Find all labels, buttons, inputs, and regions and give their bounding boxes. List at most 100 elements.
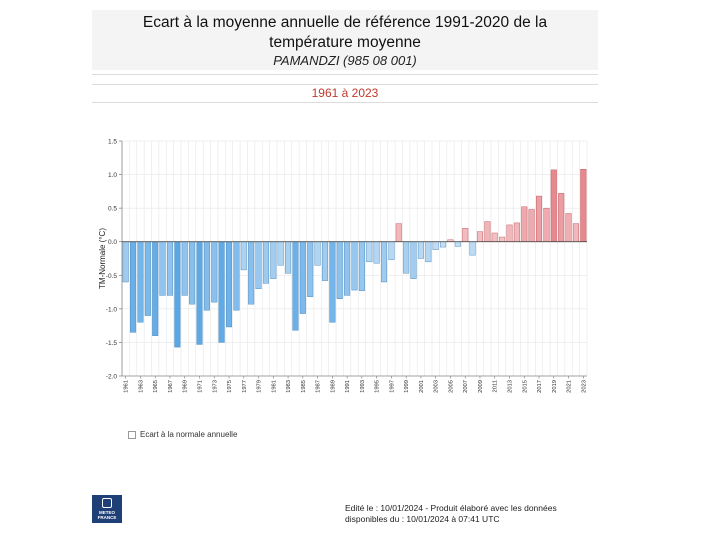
- bar-1978: [248, 241, 255, 305]
- bar-1992: [351, 241, 358, 291]
- bar-2009: [476, 231, 483, 242]
- meteo-france-logo: METEO FRANCE: [92, 495, 122, 523]
- x-tick-label: 1975: [227, 380, 233, 393]
- x-tick-label: 1993: [360, 380, 366, 393]
- x-tick-label: 1971: [198, 380, 204, 393]
- bar-2021: [565, 213, 572, 242]
- bar-1972: [203, 241, 210, 311]
- legend-swatch[interactable]: [128, 430, 136, 439]
- bar-2011: [491, 232, 498, 242]
- bar-2004: [440, 241, 447, 248]
- bar-2007: [462, 228, 469, 242]
- bar-1991: [344, 241, 351, 296]
- bar-1982: [277, 241, 284, 266]
- y-tick-label: -0.5: [106, 273, 118, 280]
- x-tick-label: 1967: [168, 380, 174, 393]
- x-tick-label: 1999: [404, 380, 410, 393]
- bar-2019: [550, 169, 557, 242]
- bar-1984: [292, 241, 299, 331]
- bar-1975: [226, 241, 233, 328]
- bar-1964: [144, 241, 151, 316]
- x-tick-label: 2001: [419, 380, 425, 393]
- bar-2012: [499, 236, 506, 242]
- bar-2014: [513, 222, 520, 242]
- x-tick-label: 1997: [389, 380, 395, 393]
- x-tick-label: 1979: [257, 380, 263, 393]
- y-axis-label: TM-Normale (°C): [98, 228, 107, 289]
- x-tick-label: 1963: [138, 380, 144, 393]
- x-tick-label: 2005: [448, 380, 454, 393]
- bar-2003: [432, 241, 439, 250]
- bar-1981: [270, 241, 277, 279]
- legend-label: Ecart à la normale annuelle: [140, 430, 238, 439]
- bar-1989: [329, 241, 336, 323]
- footer-line2: disponibles du : 10/01/2024 à 07:41 UTC: [345, 514, 500, 524]
- x-tick-label: 1973: [212, 380, 218, 393]
- legend[interactable]: Ecart à la normale annuelle: [128, 430, 237, 439]
- bar-1998: [395, 223, 402, 242]
- bar-1962: [130, 241, 137, 333]
- logo-mark-icon: [102, 498, 112, 508]
- chart-title-line2: température moyenne: [269, 34, 421, 51]
- bar-2001: [417, 241, 424, 259]
- bar-1980: [262, 241, 269, 284]
- bar-1990: [336, 241, 343, 299]
- bar-1974: [218, 241, 225, 343]
- bar-2015: [521, 206, 528, 242]
- x-tick-label: 2007: [463, 380, 469, 393]
- x-tick-label: 1981: [271, 380, 277, 393]
- x-tick-label: 2019: [552, 380, 558, 393]
- bar-1977: [240, 241, 247, 271]
- bar-1970: [189, 241, 196, 305]
- bar-2022: [572, 223, 579, 242]
- bar-1976: [233, 241, 240, 311]
- footer-note: Edité le : 10/01/2024 - Produit élaboré …: [345, 503, 557, 525]
- x-tick-label: 2017: [537, 380, 543, 393]
- bar-1985: [299, 241, 306, 314]
- bar-1961: [122, 241, 129, 283]
- bar-2006: [454, 241, 461, 247]
- bar-1966: [159, 241, 166, 296]
- bar-1963: [137, 241, 144, 323]
- bar-2008: [469, 241, 476, 256]
- bar-1979: [255, 241, 262, 289]
- bar-1967: [166, 241, 173, 296]
- y-tick-label: 0.0: [108, 239, 117, 246]
- y-tick-label: 0.5: [108, 206, 117, 213]
- bar-1999: [403, 241, 410, 274]
- bar-1986: [307, 241, 314, 297]
- y-tick-label: 1.0: [108, 172, 117, 179]
- x-tick-label: 2015: [522, 380, 528, 393]
- bar-2010: [484, 221, 491, 242]
- bar-1987: [314, 241, 321, 266]
- bar-2013: [506, 224, 513, 242]
- bar-2016: [528, 209, 535, 242]
- bar-1968: [174, 241, 181, 348]
- bar-1994: [366, 241, 373, 263]
- bar-2023: [580, 168, 587, 242]
- header-panel: [92, 10, 598, 70]
- footer-line1: Edité le : 10/01/2024 - Produit élaboré …: [345, 503, 557, 513]
- x-tick-label: 1961: [124, 380, 130, 393]
- chart-title-line1: Ecart à la moyenne annuelle de référence…: [142, 14, 548, 31]
- x-tick-label: 2009: [478, 380, 484, 393]
- bar-1973: [211, 241, 218, 303]
- y-tick-label: -1.5: [106, 340, 118, 347]
- bar-1983: [285, 241, 292, 274]
- bar-1996: [381, 241, 388, 283]
- bar-2002: [425, 241, 432, 263]
- x-tick-label: 1995: [375, 380, 381, 393]
- divider: [92, 74, 598, 75]
- bar-2000: [410, 241, 417, 279]
- bar-1969: [181, 241, 188, 296]
- y-tick-label: -1.0: [106, 306, 118, 313]
- bar-1971: [196, 241, 203, 345]
- x-tick-label: 2023: [581, 380, 587, 393]
- bar-2017: [536, 195, 543, 242]
- x-tick-label: 1987: [316, 380, 322, 393]
- bar-1993: [358, 241, 365, 291]
- station-name: PAMANDZI (985 08 001): [273, 53, 417, 68]
- x-tick-label: 1991: [345, 380, 351, 393]
- logo-text-line2: FRANCE: [97, 515, 117, 520]
